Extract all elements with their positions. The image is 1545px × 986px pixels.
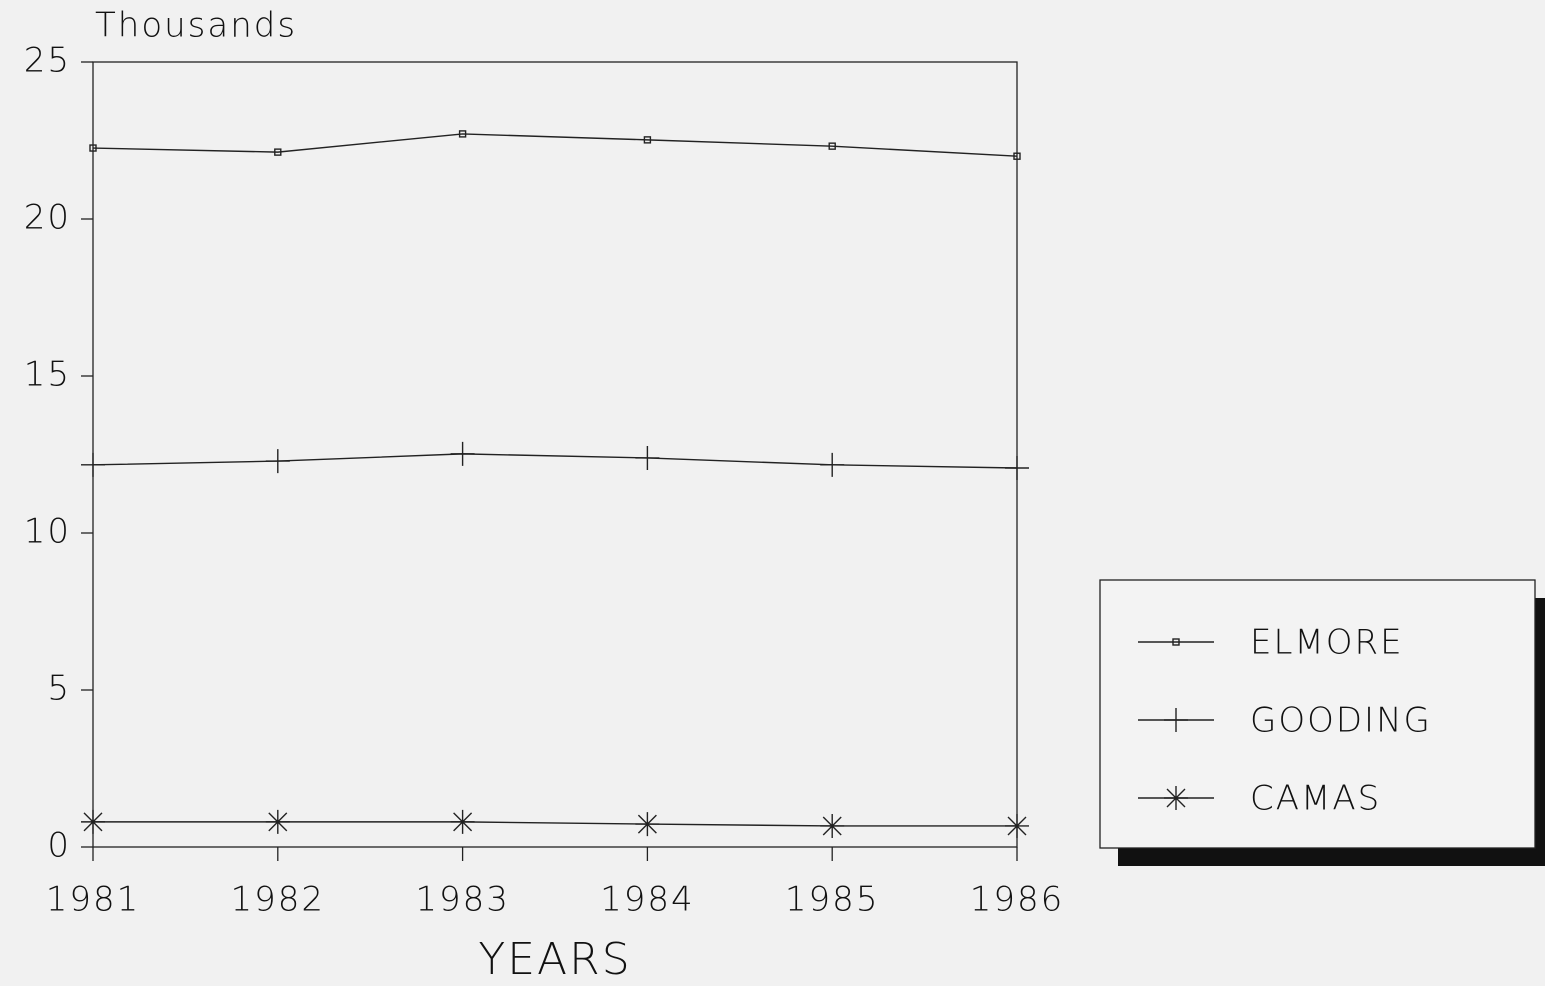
marker [274,148,282,156]
x-axis-label: YEARS [478,934,631,985]
marker [89,144,97,152]
marker [820,813,845,838]
marker-plus [81,452,105,477]
marker-square [1172,638,1180,646]
legend-label: ELMORE [1250,623,1404,663]
marker [828,142,836,150]
marker-square [643,136,652,144]
marker-square [89,144,97,152]
legend-box [1099,579,1536,849]
x-tick-label: 1986 [970,880,1065,920]
series-line [93,821,1017,827]
series-line [92,453,1018,469]
marker [81,452,105,477]
marker [1172,638,1180,646]
x-tick-label: 1981 [46,880,141,920]
marker-square [1013,152,1021,160]
x-tick-label: 1982 [231,880,326,920]
marker [635,445,660,470]
marker [450,441,475,466]
marker [635,812,660,837]
marker [450,809,475,834]
marker [820,452,845,477]
marker-asterisk [450,809,475,834]
y-tick-label: 20 [24,198,71,238]
y-tick-label: 0 [47,826,71,866]
marker [1013,152,1021,160]
marker-asterisk [81,809,105,834]
marker [265,449,290,474]
marker-asterisk [1005,813,1029,838]
x-tick-label: 1983 [415,880,510,920]
x-tick-label: 1985 [785,880,880,920]
marker [1005,813,1029,838]
marker-plus [635,445,660,470]
marker-plus [1005,456,1029,481]
marker-asterisk [820,813,845,838]
marker [643,136,652,144]
marker [265,809,290,834]
marker-square [274,148,282,156]
y-tick-label: 10 [24,512,71,552]
marker [1164,786,1188,810]
marker-plus [1164,708,1188,732]
marker-plus [820,452,845,477]
x-tick-label: 1984 [600,880,695,920]
marker-square [828,142,836,150]
y-tick-label: 25 [24,41,71,81]
legend-label: CAMAS [1250,779,1381,819]
legend-label: GOODING [1250,701,1432,741]
marker [81,809,105,834]
plot-frame [92,61,1018,848]
y-tick-label: 15 [24,355,71,395]
series-line [92,133,1018,157]
y-tick-label: 5 [47,669,71,709]
y-axis-label: Thousands [95,6,297,46]
marker-asterisk [635,812,660,837]
marker-square [458,130,467,138]
marker-plus [450,441,475,466]
marker-asterisk [265,809,290,834]
marker [458,130,467,138]
marker-plus [265,449,290,474]
marker [1005,456,1029,481]
marker [1164,708,1188,732]
marker-asterisk [1164,786,1188,810]
